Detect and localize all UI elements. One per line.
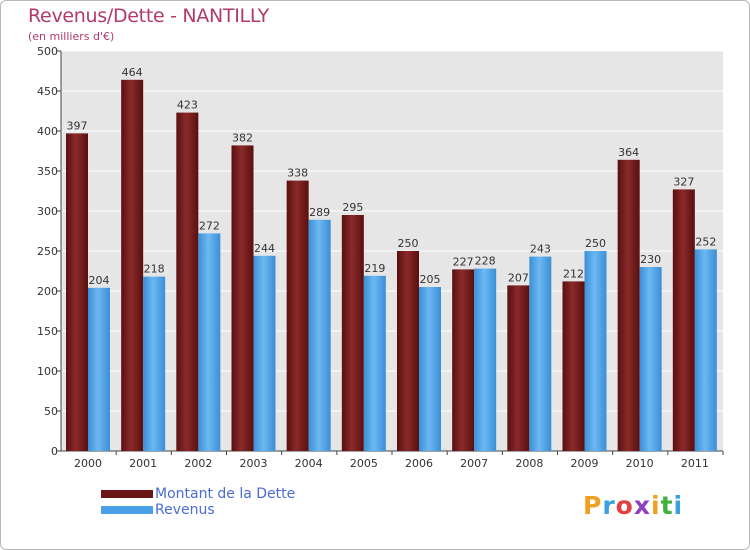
legend-swatch-revenus — [101, 506, 153, 514]
logo-letter: i — [651, 491, 661, 520]
y-tick-label: 50 — [44, 405, 58, 418]
x-tick-label: 2009 — [571, 457, 599, 470]
y-tick-label: 350 — [37, 165, 58, 178]
dette-bar — [341, 215, 364, 451]
revenus-value-label: 289 — [309, 206, 330, 219]
chart-subtitle: (en milliers d'€) — [28, 30, 115, 43]
revenus-bar — [88, 287, 110, 451]
logo-letter: P — [583, 491, 603, 520]
logo-letter: t — [660, 491, 674, 520]
revenus-bar — [694, 249, 717, 451]
dette-value-label: 382 — [232, 131, 253, 144]
dette-value-label: 212 — [563, 267, 584, 280]
dette-bar — [397, 251, 419, 451]
x-tick-label: 2004 — [295, 457, 323, 470]
chart-title: Revenus/Dette - NANTILLY — [28, 5, 269, 27]
revenus-value-label: 243 — [530, 243, 551, 256]
logo-letter: x — [633, 491, 651, 520]
dette-bar — [121, 79, 144, 452]
y-tick-label: 250 — [37, 245, 58, 258]
x-tick-label: 2011 — [681, 457, 709, 470]
revenus-value-label: 250 — [585, 237, 606, 250]
revenus-value-label: 204 — [89, 274, 110, 287]
logo-letter: i — [673, 491, 684, 520]
revenus-value-label: 205 — [420, 273, 441, 286]
x-tick-label: 2010 — [626, 457, 654, 470]
x-tick-label: 2002 — [184, 457, 212, 470]
dette-bar — [452, 269, 475, 451]
y-tick-label: 300 — [37, 205, 58, 218]
dette-bar — [617, 159, 640, 452]
dette-value-label: 207 — [508, 271, 529, 284]
revenus-bar — [474, 268, 497, 451]
dette-value-label: 250 — [398, 237, 419, 250]
x-tick-label: 2006 — [405, 457, 433, 470]
legend-label-revenus: Revenus — [155, 502, 215, 518]
revenus-bar — [639, 267, 662, 451]
dette-bar — [231, 145, 254, 451]
dette-value-label: 338 — [287, 167, 308, 180]
revenus-value-label: 252 — [695, 235, 716, 248]
revenus-bar — [198, 233, 221, 451]
x-tick-label: 2007 — [460, 457, 488, 470]
y-tick-label: 400 — [37, 125, 58, 138]
y-tick-label: 100 — [37, 365, 58, 378]
y-tick-label: 150 — [37, 325, 58, 338]
revenus-value-label: 218 — [144, 263, 165, 276]
revenus-value-label: 244 — [254, 242, 275, 255]
legend-label-dette: Montant de la Dette — [155, 486, 296, 502]
x-tick-label: 2008 — [515, 457, 543, 470]
revenus-bar — [529, 256, 552, 451]
revenus-value-label: 228 — [475, 255, 496, 268]
dette-value-label: 397 — [67, 119, 88, 132]
revenus-value-label: 272 — [199, 219, 220, 232]
logo-letter: o — [615, 491, 634, 520]
dette-bar — [672, 189, 695, 451]
dette-value-label: 364 — [618, 146, 639, 159]
y-tick-label: 500 — [37, 45, 58, 58]
dette-value-label: 423 — [177, 99, 198, 112]
revenus-bar — [308, 219, 331, 451]
dette-value-label: 295 — [342, 201, 363, 214]
x-tick-label: 2001 — [129, 457, 157, 470]
y-tick-label: 450 — [37, 85, 58, 98]
dette-bar — [66, 133, 88, 451]
dette-bar — [507, 285, 530, 451]
revenus-bar — [584, 251, 607, 451]
dette-bar — [286, 180, 309, 451]
dette-value-label: 327 — [673, 175, 694, 188]
x-tick-label: 2000 — [74, 457, 102, 470]
y-tick-label: 200 — [37, 285, 58, 298]
logo-letter: r — [602, 491, 616, 520]
dette-value-label: 464 — [122, 66, 143, 79]
proxiti-logo: Proxiti — [583, 491, 683, 520]
x-tick-label: 2003 — [240, 457, 268, 470]
dette-bar — [562, 281, 585, 451]
dette-bar — [176, 112, 199, 451]
revenus-bar — [419, 287, 441, 451]
x-tick-label: 2005 — [350, 457, 378, 470]
legend-swatch-dette — [101, 490, 153, 498]
revenus-bar — [253, 255, 276, 451]
y-tick-label: 0 — [51, 445, 58, 458]
revenus-bar — [363, 275, 386, 451]
dette-value-label: 227 — [453, 255, 474, 268]
revenus-value-label: 219 — [364, 262, 385, 275]
revenus-value-label: 230 — [640, 253, 661, 266]
revenus-bar — [143, 276, 166, 451]
